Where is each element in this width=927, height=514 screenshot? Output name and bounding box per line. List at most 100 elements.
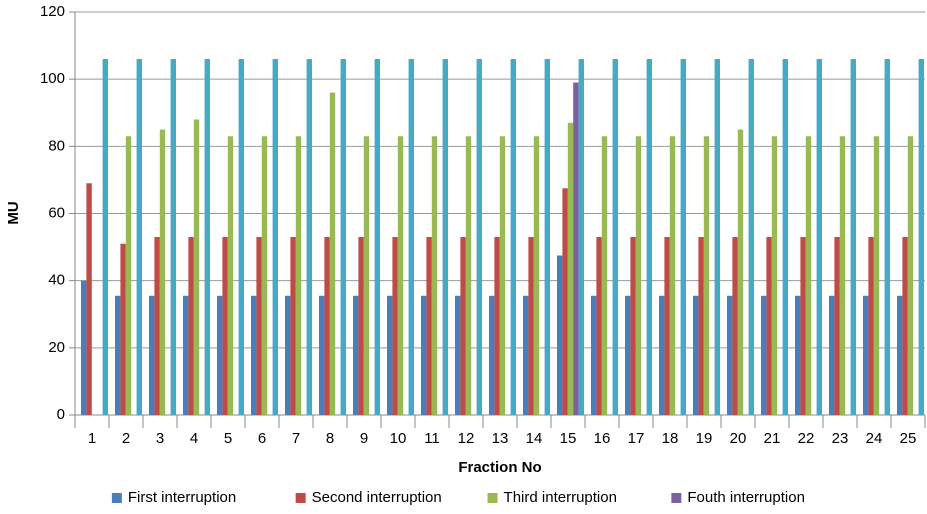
legend-label: Second interruption — [312, 489, 442, 506]
x-tick-label: 24 — [866, 430, 883, 447]
x-tick-label: 12 — [458, 430, 475, 447]
bar — [476, 59, 482, 416]
bar — [714, 59, 720, 416]
bar — [340, 59, 346, 416]
bar — [251, 295, 257, 415]
bar — [625, 295, 631, 415]
bar — [460, 237, 466, 415]
legend-label: Fouth interruption — [687, 489, 805, 506]
bar — [494, 237, 500, 415]
bar — [285, 295, 291, 415]
bar — [557, 255, 563, 415]
bar — [193, 119, 200, 415]
y-axis-title: MU — [5, 201, 22, 224]
bar — [455, 295, 461, 415]
bar — [907, 136, 914, 415]
bar — [829, 295, 835, 415]
bar — [421, 295, 427, 415]
bar — [902, 237, 908, 415]
x-tick-label: 14 — [526, 430, 543, 447]
bar — [544, 59, 550, 416]
bar — [732, 237, 738, 415]
bar — [256, 237, 262, 415]
bar — [567, 122, 574, 415]
bar — [204, 59, 210, 416]
bar — [562, 188, 568, 415]
y-tick-label: 60 — [48, 204, 65, 221]
bar — [183, 295, 189, 415]
bar — [238, 59, 244, 416]
bar — [499, 136, 506, 415]
bar — [510, 59, 516, 416]
bar — [120, 243, 126, 415]
bar — [795, 295, 801, 415]
bar — [680, 59, 686, 416]
bar — [578, 59, 584, 416]
bar — [374, 59, 380, 416]
x-tick-label: 19 — [696, 430, 713, 447]
bar — [800, 237, 806, 415]
x-tick-label: 3 — [156, 430, 164, 447]
bar — [387, 295, 393, 415]
bar — [319, 295, 325, 415]
x-tick-label: 4 — [190, 430, 198, 447]
legend-swatch — [295, 493, 306, 503]
bar — [431, 136, 438, 415]
bar — [839, 136, 846, 415]
bar — [102, 59, 108, 416]
bar — [222, 237, 228, 415]
x-tick-label: 21 — [764, 430, 781, 447]
bar — [596, 237, 602, 415]
bar — [897, 295, 903, 415]
bar — [358, 237, 364, 415]
bar — [646, 59, 652, 416]
bar — [737, 129, 744, 415]
bar — [850, 59, 856, 416]
bar — [727, 295, 733, 415]
bar — [217, 295, 223, 415]
legend-swatch — [487, 493, 498, 503]
bar — [761, 295, 767, 415]
bar — [664, 237, 670, 415]
bar — [353, 295, 359, 415]
bar — [397, 136, 404, 415]
bar — [698, 237, 704, 415]
bar — [873, 136, 880, 415]
x-tick-label: 2 — [122, 430, 130, 447]
y-tick-label: 0 — [57, 406, 65, 423]
x-tick-label: 5 — [224, 430, 232, 447]
bar — [115, 295, 121, 415]
bar — [392, 237, 398, 415]
x-tick-label: 15 — [560, 430, 577, 447]
bar — [227, 136, 234, 415]
bar — [884, 59, 890, 416]
bar — [868, 237, 874, 415]
bar — [805, 136, 812, 415]
bar — [408, 59, 414, 416]
bar — [918, 59, 924, 416]
bar — [863, 295, 869, 415]
bar — [816, 59, 822, 416]
x-tick-label: 13 — [492, 430, 509, 447]
legend-label: First interruption — [128, 489, 236, 506]
x-tick-label: 11 — [424, 430, 440, 447]
bar — [125, 136, 132, 415]
bar — [261, 136, 268, 415]
bar — [782, 59, 788, 416]
bar — [426, 237, 432, 415]
bar — [170, 59, 176, 416]
x-tick-label: 7 — [292, 430, 300, 447]
x-tick-label: 18 — [662, 430, 679, 447]
bar — [612, 59, 618, 416]
bar — [703, 136, 710, 415]
bar — [290, 237, 296, 415]
bar — [635, 136, 642, 415]
bar — [659, 295, 665, 415]
x-tick-label: 20 — [730, 430, 747, 447]
bar — [601, 136, 608, 415]
bar — [489, 295, 495, 415]
bar — [523, 295, 529, 415]
bar — [465, 136, 472, 415]
x-tick-label: 16 — [594, 430, 611, 447]
